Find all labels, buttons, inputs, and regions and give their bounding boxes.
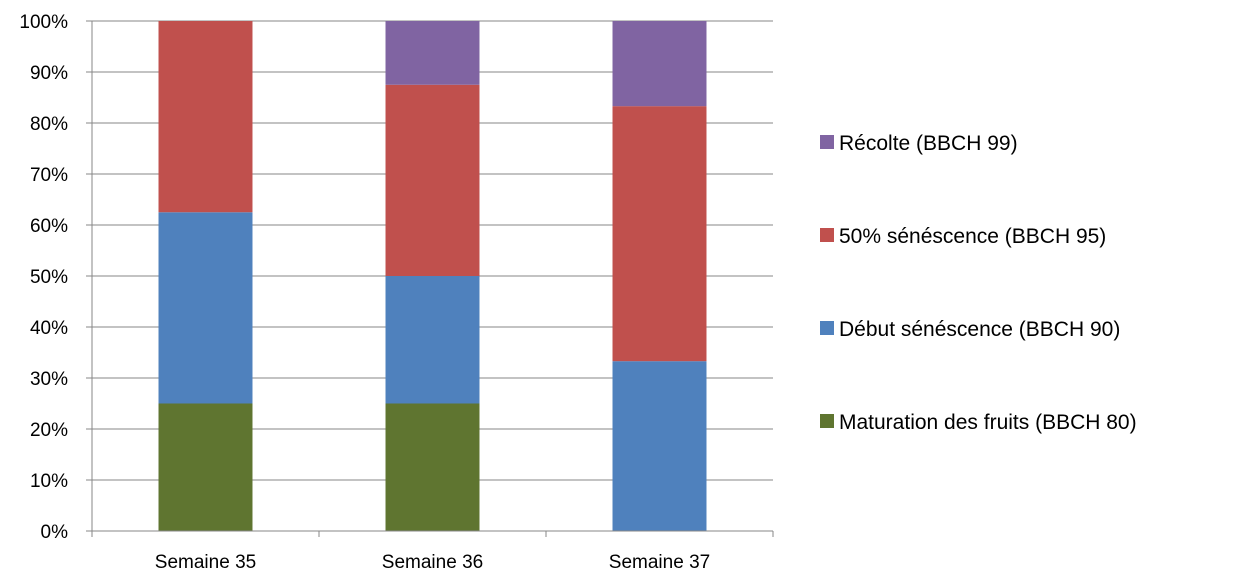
legend-label: Début sénéscence (BBCH 90) xyxy=(839,318,1120,341)
x-tick-label: Semaine 37 xyxy=(609,552,710,573)
y-tick-label: 0% xyxy=(41,522,69,543)
bar-segment xyxy=(385,21,480,85)
legend-label: 50% sénéscence (BBCH 95) xyxy=(839,225,1106,248)
y-tick-label: 100% xyxy=(19,12,68,33)
y-tick-label: 40% xyxy=(30,318,68,339)
axes: 0% 10% 20% 30% 40% 50% 60% 70% 80% 90% 100% Semaine… xyxy=(19,12,774,573)
bar-segment xyxy=(158,212,253,404)
bar-segment xyxy=(385,84,480,276)
bar-segment xyxy=(612,106,707,362)
legend-swatch xyxy=(820,321,834,335)
legend-swatch xyxy=(820,135,834,149)
y-tick-label: 20% xyxy=(30,420,68,441)
bar-segment xyxy=(612,361,707,531)
y-tick-label: 30% xyxy=(30,369,68,390)
bar-segment xyxy=(158,21,253,213)
legend-label: Maturation des fruits (BBCH 80) xyxy=(839,411,1137,434)
legend-label: Récolte (BBCH 99) xyxy=(839,132,1018,155)
bar-segment xyxy=(385,403,480,531)
legend-swatch xyxy=(820,228,834,242)
x-tick-label: Semaine 35 xyxy=(155,552,256,573)
y-tick-label: 80% xyxy=(30,114,68,135)
bars xyxy=(158,21,707,531)
y-tick-label: 10% xyxy=(30,471,68,492)
y-tick-label: 60% xyxy=(30,216,68,237)
x-tick-label: Semaine 36 xyxy=(382,552,483,573)
bar-segment xyxy=(612,21,707,107)
y-tick-label: 70% xyxy=(30,165,68,186)
legend-swatch xyxy=(820,414,834,428)
y-tick-label: 50% xyxy=(30,267,68,288)
bar-segment xyxy=(385,276,480,404)
y-tick-label: 90% xyxy=(30,63,68,84)
legend: Récolte (BBCH 99) 50% sénéscence (BBCH 95… xyxy=(820,132,1137,434)
bar-segment xyxy=(158,403,253,531)
